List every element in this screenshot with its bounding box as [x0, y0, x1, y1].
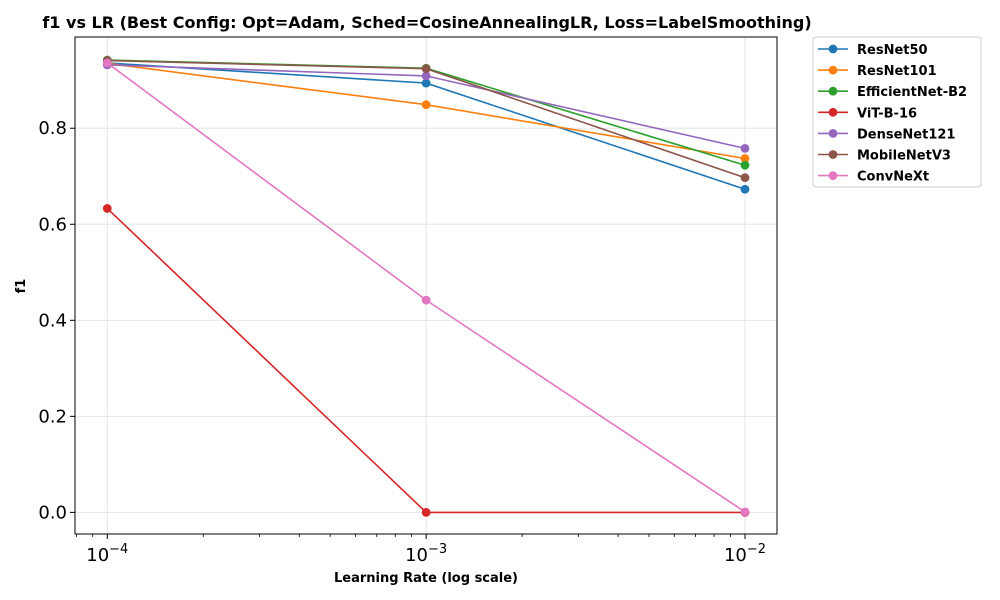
legend-swatch-marker [828, 107, 838, 117]
y-axis: 0.0 0.2 0.4 0.6 0.8 [38, 118, 75, 523]
y-tick-label: 0.4 [38, 310, 67, 331]
legend-label: DenseNet121 [857, 127, 955, 142]
legend-swatch-marker [828, 65, 838, 75]
grid [75, 37, 777, 534]
legend-swatch-marker [828, 171, 838, 181]
data-point [740, 507, 750, 517]
data-point [740, 154, 750, 163]
legend-label: ViT-B-16 [857, 106, 917, 121]
legend-swatch-marker [828, 86, 838, 96]
data-point [421, 64, 431, 74]
data-point [740, 184, 750, 194]
data-point [740, 160, 750, 170]
data-point [421, 507, 431, 517]
legend-swatch-marker [828, 150, 838, 159]
data-point [102, 204, 112, 213]
x-tick-label: 10−2 [724, 542, 766, 566]
legend-label: ConvNeXt [857, 170, 929, 185]
data-point [421, 71, 431, 81]
data-point [740, 173, 750, 183]
data-point [740, 144, 750, 153]
y-tick-label: 0.0 [38, 502, 67, 523]
x-axis-label: Learning Rate (log scale) [334, 571, 518, 586]
y-tick-label: 0.2 [38, 406, 67, 427]
series-layer [102, 55, 750, 517]
data-point [421, 100, 431, 110]
x-tick-label: 10−4 [86, 542, 128, 566]
y-tick-label: 0.8 [38, 118, 67, 139]
legend-label: MobileNetV3 [857, 149, 951, 164]
x-tick-label: 10−3 [405, 542, 447, 566]
data-point [102, 58, 112, 68]
legend-swatch-marker [828, 44, 838, 54]
legend-label: ResNet50 [857, 43, 928, 58]
legend-label: EfficientNet-B2 [857, 85, 967, 100]
legend-label: ResNet101 [857, 64, 937, 79]
legend: ResNet50 ResNet101 EfficientNet-B2 ViT-B-16… [812, 36, 982, 188]
y-axis-label: f1 [14, 279, 29, 294]
data-point [421, 295, 431, 305]
data-point [421, 78, 431, 88]
legend-box [812, 36, 982, 188]
y-tick-label: 0.6 [38, 214, 67, 235]
x-axis: 10−4 10−3 10−2 [75, 534, 766, 566]
legend-swatch-marker [828, 129, 838, 138]
chart-title: f1 vs LR (Best Config: Opt=Adam, Sched=C… [42, 13, 811, 32]
